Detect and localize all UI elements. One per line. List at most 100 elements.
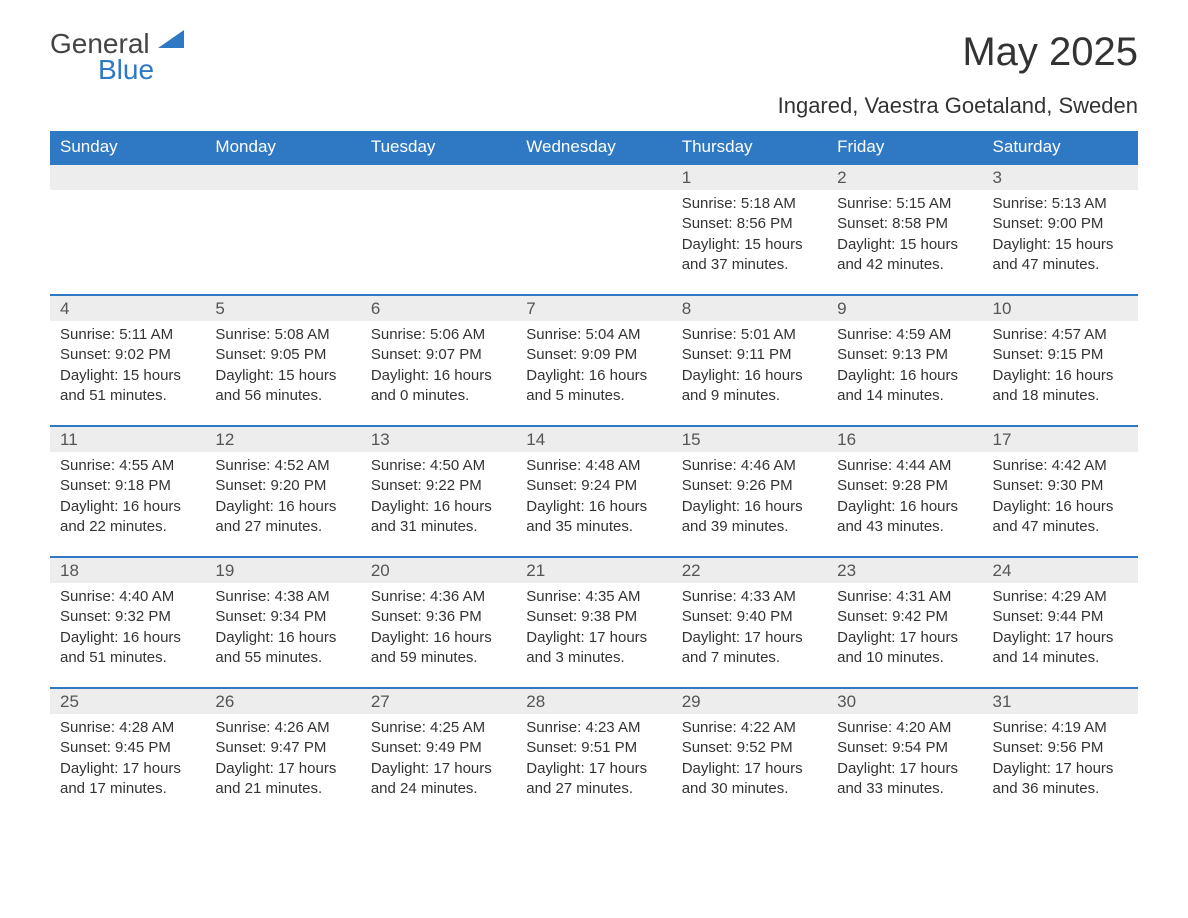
day-number-cell: 23 xyxy=(827,557,982,583)
daylight-line: Daylight: 15 hours and 37 minutes. xyxy=(682,235,817,276)
sunset-line: Sunset: 9:00 PM xyxy=(993,214,1128,234)
daynum-row: 123 xyxy=(50,164,1138,190)
daylight-line: Daylight: 15 hours and 56 minutes. xyxy=(215,366,350,407)
daylight-line: Daylight: 17 hours and 17 minutes. xyxy=(60,759,195,800)
day-number-cell: 25 xyxy=(50,688,205,714)
day-number-cell xyxy=(50,164,205,190)
sunrise-line: Sunrise: 4:29 AM xyxy=(993,587,1128,607)
sunset-line: Sunset: 9:30 PM xyxy=(993,476,1128,496)
sunset-line: Sunset: 9:52 PM xyxy=(682,738,817,758)
sunset-line: Sunset: 9:32 PM xyxy=(60,607,195,627)
sunrise-line: Sunrise: 5:04 AM xyxy=(526,325,661,345)
sunset-line: Sunset: 9:18 PM xyxy=(60,476,195,496)
location-text: Ingared, Vaestra Goetaland, Sweden xyxy=(778,93,1138,119)
day-number-cell: 16 xyxy=(827,426,982,452)
daynum-row: 18192021222324 xyxy=(50,557,1138,583)
day-content-cell: Sunrise: 4:35 AMSunset: 9:38 PMDaylight:… xyxy=(516,583,671,688)
day-number-cell: 22 xyxy=(672,557,827,583)
logo-triangle-icon xyxy=(158,30,184,55)
weekday-header: Tuesday xyxy=(361,131,516,164)
sunrise-line: Sunrise: 4:23 AM xyxy=(526,718,661,738)
daynum-row: 11121314151617 xyxy=(50,426,1138,452)
sunset-line: Sunset: 9:51 PM xyxy=(526,738,661,758)
sunrise-line: Sunrise: 5:15 AM xyxy=(837,194,972,214)
daylight-line: Daylight: 16 hours and 18 minutes. xyxy=(993,366,1128,407)
day-content-cell: Sunrise: 5:08 AMSunset: 9:05 PMDaylight:… xyxy=(205,321,360,426)
day-content-cell: Sunrise: 4:52 AMSunset: 9:20 PMDaylight:… xyxy=(205,452,360,557)
page-title: May 2025 xyxy=(778,30,1138,75)
day-number-cell: 18 xyxy=(50,557,205,583)
day-content-cell: Sunrise: 4:55 AMSunset: 9:18 PMDaylight:… xyxy=(50,452,205,557)
sunset-line: Sunset: 9:44 PM xyxy=(993,607,1128,627)
daylight-line: Daylight: 16 hours and 59 minutes. xyxy=(371,628,506,669)
daylight-line: Daylight: 17 hours and 3 minutes. xyxy=(526,628,661,669)
day-content-cell: Sunrise: 4:59 AMSunset: 9:13 PMDaylight:… xyxy=(827,321,982,426)
daylight-line: Daylight: 16 hours and 22 minutes. xyxy=(60,497,195,538)
sunset-line: Sunset: 9:11 PM xyxy=(682,345,817,365)
day-number-cell: 7 xyxy=(516,295,671,321)
sunrise-line: Sunrise: 4:20 AM xyxy=(837,718,972,738)
daylight-line: Daylight: 17 hours and 36 minutes. xyxy=(993,759,1128,800)
day-number-cell: 13 xyxy=(361,426,516,452)
sunset-line: Sunset: 8:58 PM xyxy=(837,214,972,234)
daycontent-row: Sunrise: 4:55 AMSunset: 9:18 PMDaylight:… xyxy=(50,452,1138,557)
day-number-cell: 14 xyxy=(516,426,671,452)
day-number-cell: 19 xyxy=(205,557,360,583)
sunset-line: Sunset: 9:05 PM xyxy=(215,345,350,365)
sunrise-line: Sunrise: 4:46 AM xyxy=(682,456,817,476)
daylight-line: Daylight: 16 hours and 43 minutes. xyxy=(837,497,972,538)
day-number-cell: 24 xyxy=(983,557,1138,583)
day-number-cell: 1 xyxy=(672,164,827,190)
sunrise-line: Sunrise: 5:11 AM xyxy=(60,325,195,345)
logo-blue-text: Blue xyxy=(98,56,184,84)
sunrise-line: Sunrise: 5:06 AM xyxy=(371,325,506,345)
sunset-line: Sunset: 9:02 PM xyxy=(60,345,195,365)
sunset-line: Sunset: 9:54 PM xyxy=(837,738,972,758)
day-content-cell: Sunrise: 4:50 AMSunset: 9:22 PMDaylight:… xyxy=(361,452,516,557)
day-content-cell xyxy=(205,190,360,295)
daylight-line: Daylight: 16 hours and 39 minutes. xyxy=(682,497,817,538)
day-content-cell: Sunrise: 5:06 AMSunset: 9:07 PMDaylight:… xyxy=(361,321,516,426)
sunset-line: Sunset: 9:07 PM xyxy=(371,345,506,365)
day-number-cell xyxy=(516,164,671,190)
daynum-row: 45678910 xyxy=(50,295,1138,321)
sunrise-line: Sunrise: 4:33 AM xyxy=(682,587,817,607)
daylight-line: Daylight: 16 hours and 0 minutes. xyxy=(371,366,506,407)
day-number-cell: 31 xyxy=(983,688,1138,714)
sunset-line: Sunset: 9:20 PM xyxy=(215,476,350,496)
day-content-cell: Sunrise: 4:44 AMSunset: 9:28 PMDaylight:… xyxy=(827,452,982,557)
day-number-cell: 29 xyxy=(672,688,827,714)
day-content-cell xyxy=(50,190,205,295)
daylight-line: Daylight: 15 hours and 42 minutes. xyxy=(837,235,972,276)
daylight-line: Daylight: 16 hours and 14 minutes. xyxy=(837,366,972,407)
day-content-cell: Sunrise: 4:25 AMSunset: 9:49 PMDaylight:… xyxy=(361,714,516,819)
daylight-line: Daylight: 17 hours and 30 minutes. xyxy=(682,759,817,800)
header: General Blue May 2025 Ingared, Vaestra G… xyxy=(50,30,1138,119)
sunrise-line: Sunrise: 5:01 AM xyxy=(682,325,817,345)
sunset-line: Sunset: 9:49 PM xyxy=(371,738,506,758)
sunset-line: Sunset: 9:56 PM xyxy=(993,738,1128,758)
day-number-cell: 12 xyxy=(205,426,360,452)
daylight-line: Daylight: 17 hours and 24 minutes. xyxy=(371,759,506,800)
day-number-cell: 8 xyxy=(672,295,827,321)
logo: General Blue xyxy=(50,30,184,84)
weekday-header: Thursday xyxy=(672,131,827,164)
day-content-cell: Sunrise: 4:23 AMSunset: 9:51 PMDaylight:… xyxy=(516,714,671,819)
day-number-cell: 2 xyxy=(827,164,982,190)
day-number-cell: 6 xyxy=(361,295,516,321)
sunset-line: Sunset: 9:34 PM xyxy=(215,607,350,627)
day-number-cell: 26 xyxy=(205,688,360,714)
day-content-cell: Sunrise: 5:15 AMSunset: 8:58 PMDaylight:… xyxy=(827,190,982,295)
sunset-line: Sunset: 9:42 PM xyxy=(837,607,972,627)
day-content-cell: Sunrise: 4:48 AMSunset: 9:24 PMDaylight:… xyxy=(516,452,671,557)
daycontent-row: Sunrise: 5:11 AMSunset: 9:02 PM Daylight:… xyxy=(50,321,1138,426)
day-content-cell: Sunrise: 5:01 AMSunset: 9:11 PMDaylight:… xyxy=(672,321,827,426)
day-number-cell: 4 xyxy=(50,295,205,321)
sunrise-line: Sunrise: 4:22 AM xyxy=(682,718,817,738)
daylight-line: Daylight: 17 hours and 10 minutes. xyxy=(837,628,972,669)
sunrise-line: Sunrise: 5:13 AM xyxy=(993,194,1128,214)
sunrise-line: Sunrise: 4:50 AM xyxy=(371,456,506,476)
daylight-line: Daylight: 16 hours and 51 minutes. xyxy=(60,628,195,669)
day-content-cell: Sunrise: 4:46 AMSunset: 9:26 PMDaylight:… xyxy=(672,452,827,557)
day-content-cell: Sunrise: 5:18 AMSunset: 8:56 PMDaylight:… xyxy=(672,190,827,295)
